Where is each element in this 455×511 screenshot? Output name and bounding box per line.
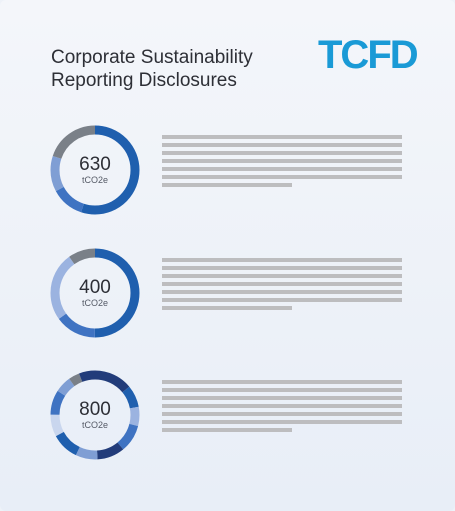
- tcfd-logo: TCFD: [318, 33, 419, 77]
- donut-ring: [50, 370, 140, 460]
- text-placeholder-lines: [162, 135, 402, 191]
- text-placeholder-lines: [162, 258, 402, 314]
- placeholder-line: [162, 388, 402, 392]
- placeholder-line: [162, 380, 402, 384]
- ring-segment: [50, 125, 140, 215]
- placeholder-line: [162, 298, 402, 302]
- emission-unit: tCO2e: [81, 297, 108, 308]
- placeholder-line: [162, 151, 402, 155]
- emission-unit: tCO2e: [81, 419, 108, 430]
- emission-value: 800: [79, 398, 111, 420]
- ring-segment: [50, 370, 140, 460]
- emission-item: 800 tCO2e: [48, 368, 408, 464]
- ring-segment: [50, 370, 140, 460]
- donut-ring: [50, 248, 140, 338]
- placeholder-line: [162, 167, 402, 171]
- placeholder-line: [162, 404, 402, 408]
- donut-ring: [50, 125, 140, 215]
- placeholder-line: [162, 428, 292, 432]
- ring-segment: [50, 248, 140, 338]
- page-title: Corporate Sustainability Reporting Discl…: [51, 47, 253, 91]
- placeholder-line: [162, 274, 402, 278]
- placeholder-line: [162, 175, 402, 179]
- placeholder-line: [162, 135, 402, 139]
- placeholder-line: [162, 420, 402, 424]
- emission-value: 400: [79, 276, 111, 298]
- ring-segment: [50, 370, 140, 460]
- placeholder-line: [162, 159, 402, 163]
- emission-unit: tCO2e: [81, 174, 108, 185]
- emission-value: 630: [79, 153, 111, 175]
- emission-item: 400 tCO2e: [48, 246, 408, 342]
- placeholder-line: [162, 412, 402, 416]
- placeholder-line: [162, 282, 402, 286]
- emission-item: 630 tCO2e: [48, 123, 408, 219]
- ring-segment: [50, 370, 140, 460]
- placeholder-line: [162, 266, 402, 270]
- placeholder-line: [162, 143, 402, 147]
- text-placeholder-lines: [162, 380, 402, 436]
- placeholder-line: [162, 183, 292, 187]
- placeholder-line: [162, 290, 402, 294]
- placeholder-line: [162, 306, 292, 310]
- placeholder-line: [162, 258, 402, 262]
- ring-segment: [50, 248, 140, 338]
- placeholder-line: [162, 396, 402, 400]
- ring-segment: [50, 125, 140, 215]
